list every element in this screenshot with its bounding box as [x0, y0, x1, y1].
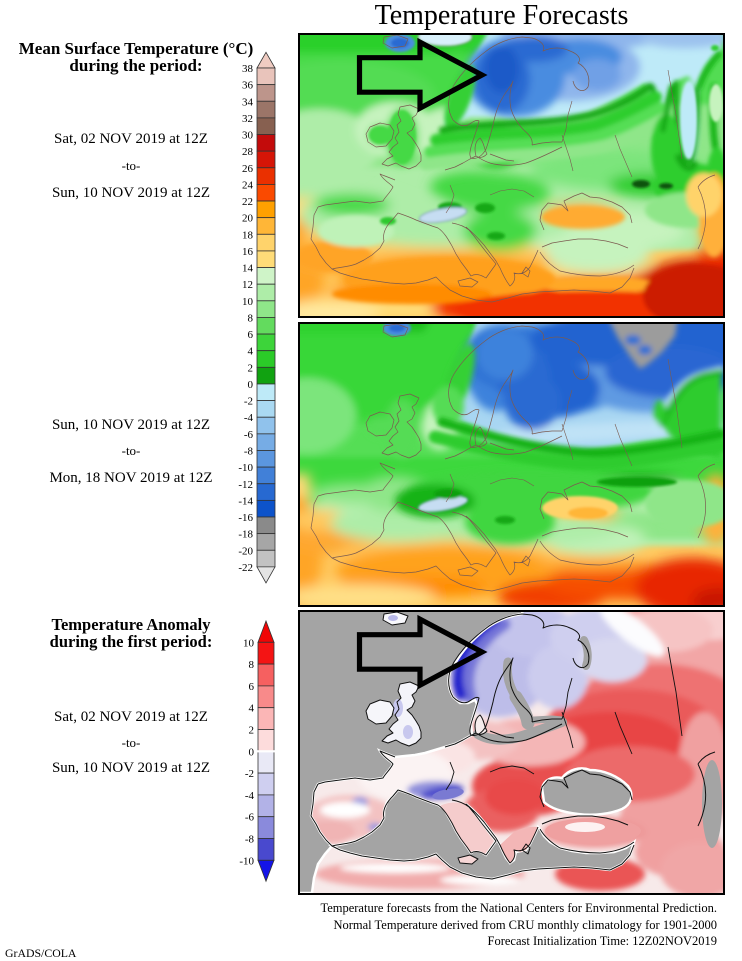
- svg-text:10: 10: [243, 637, 255, 649]
- svg-text:36: 36: [242, 80, 254, 92]
- svg-text:-16: -16: [238, 512, 253, 524]
- svg-text:24: 24: [242, 179, 254, 191]
- svg-text:20: 20: [242, 213, 254, 225]
- svg-text:2: 2: [248, 362, 254, 374]
- svg-text:-2: -2: [244, 396, 253, 408]
- svg-text:14: 14: [242, 263, 254, 275]
- svg-text:8: 8: [249, 659, 255, 671]
- svg-text:-6: -6: [244, 429, 254, 441]
- svg-text:-10: -10: [239, 855, 254, 867]
- svg-text:4: 4: [249, 703, 255, 715]
- svg-text:30: 30: [242, 130, 254, 142]
- svg-text:-18: -18: [238, 529, 253, 541]
- svg-text:22: 22: [242, 196, 253, 208]
- svg-text:32: 32: [242, 113, 253, 125]
- svg-text:-14: -14: [238, 495, 253, 507]
- svg-text:10: 10: [242, 296, 254, 308]
- svg-text:38: 38: [242, 63, 254, 75]
- svg-text:34: 34: [242, 96, 254, 108]
- svg-text:-12: -12: [238, 479, 253, 491]
- svg-text:0: 0: [249, 746, 255, 758]
- svg-text:2: 2: [249, 725, 255, 737]
- svg-text:-8: -8: [245, 834, 255, 846]
- svg-text:18: 18: [242, 229, 254, 241]
- svg-text:-8: -8: [244, 445, 254, 457]
- svg-text:-6: -6: [245, 812, 255, 824]
- svg-text:28: 28: [242, 146, 254, 158]
- svg-text:16: 16: [242, 246, 254, 258]
- svg-text:-22: -22: [238, 562, 253, 574]
- svg-text:26: 26: [242, 163, 254, 175]
- svg-text:-4: -4: [244, 412, 254, 424]
- svg-text:-4: -4: [245, 790, 255, 802]
- svg-text:-20: -20: [238, 545, 253, 557]
- svg-text:6: 6: [249, 681, 255, 693]
- svg-text:8: 8: [248, 312, 254, 324]
- svg-text:-10: -10: [238, 462, 253, 474]
- svg-text:12: 12: [242, 279, 253, 291]
- svg-text:-2: -2: [245, 768, 254, 780]
- svg-text:4: 4: [248, 346, 254, 358]
- svg-text:6: 6: [248, 329, 254, 341]
- svg-text:0: 0: [248, 379, 254, 391]
